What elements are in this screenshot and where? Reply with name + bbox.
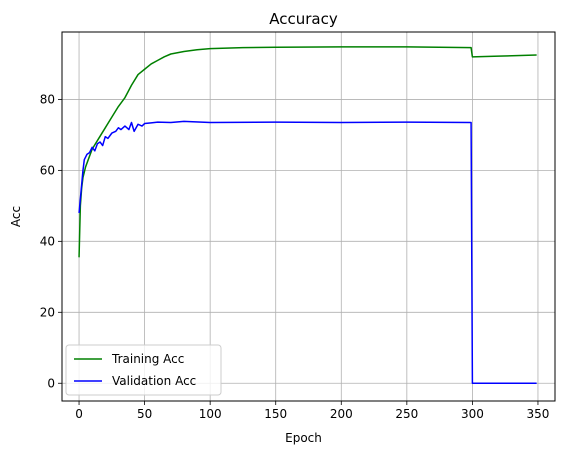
x-tick-label: 350: [527, 407, 550, 421]
x-axis-label: Epoch: [285, 431, 322, 445]
plot-frame: [61, 31, 556, 402]
y-tick-label: 80: [40, 92, 55, 106]
x-tick-label: 50: [137, 407, 152, 421]
y-tick-label: 60: [40, 163, 55, 177]
chart-title: Accuracy: [269, 10, 338, 28]
y-axis-label: Acc: [9, 206, 23, 227]
y-tick-label: 40: [40, 234, 55, 248]
legend-box: [65, 344, 222, 396]
y-tick-label: 20: [40, 305, 55, 319]
series-line-validation-acc: [78, 120, 537, 385]
x-tick-label: 0: [75, 407, 83, 421]
legend-label: Training Acc: [111, 352, 184, 366]
y-tick-label: 0: [47, 376, 55, 390]
legend-label: Validation Acc: [112, 374, 196, 388]
series-layer: [78, 46, 537, 385]
x-tick-label: 150: [264, 407, 287, 421]
axis-ticks: 0 50 100 150 200 250 300 350 0 20 40 60 80: [40, 92, 550, 421]
legend: Training Acc Validation Acc: [65, 344, 222, 396]
x-tick-label: 100: [199, 407, 222, 421]
x-tick-label: 250: [395, 407, 418, 421]
x-tick-label: 300: [461, 407, 484, 421]
x-tick-label: 200: [330, 407, 353, 421]
series-line-training-acc: [78, 46, 537, 258]
